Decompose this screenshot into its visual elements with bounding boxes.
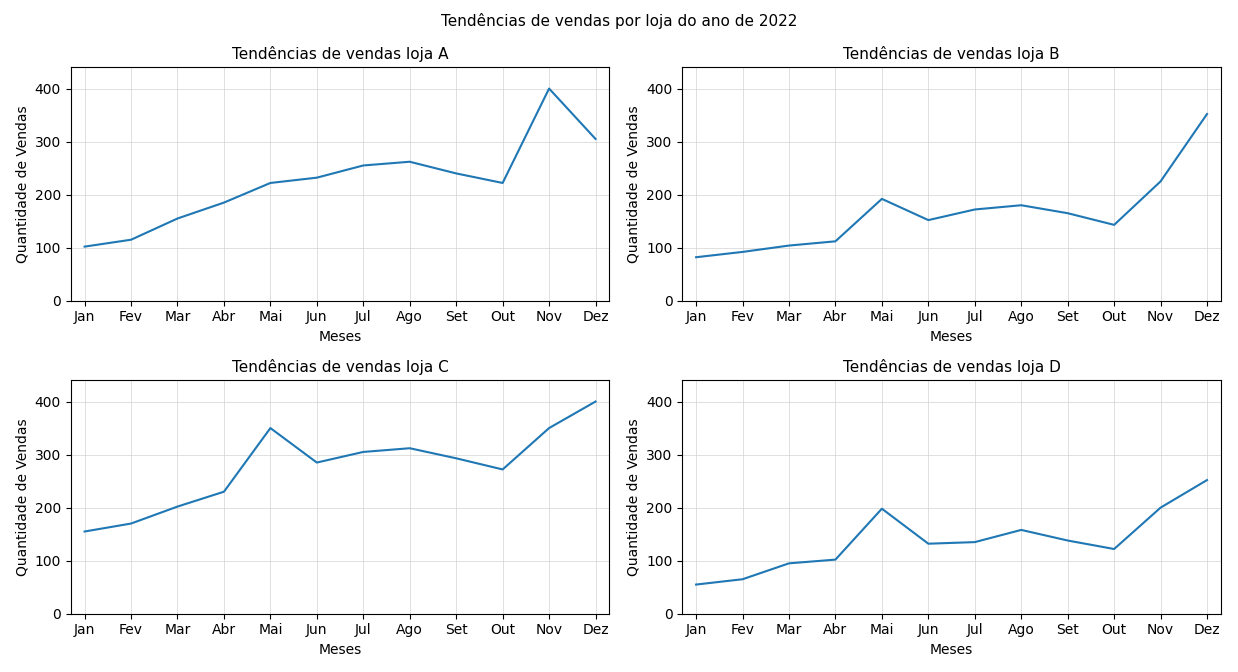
Title: Tendências de vendas loja C: Tendências de vendas loja C bbox=[232, 359, 448, 375]
Title: Tendências de vendas loja D: Tendências de vendas loja D bbox=[843, 359, 1061, 375]
Title: Tendências de vendas loja B: Tendências de vendas loja B bbox=[843, 46, 1060, 62]
Y-axis label: Quantidade de Vendas: Quantidade de Vendas bbox=[15, 106, 28, 263]
Text: Tendências de vendas por loja do ano de 2022: Tendências de vendas por loja do ano de … bbox=[441, 13, 797, 30]
X-axis label: Meses: Meses bbox=[318, 330, 361, 344]
Title: Tendências de vendas loja A: Tendências de vendas loja A bbox=[232, 46, 448, 62]
X-axis label: Meses: Meses bbox=[318, 643, 361, 657]
X-axis label: Meses: Meses bbox=[930, 643, 973, 657]
Y-axis label: Quantidade de Vendas: Quantidade de Vendas bbox=[626, 106, 640, 263]
Y-axis label: Quantidade de Vendas: Quantidade de Vendas bbox=[15, 418, 28, 576]
X-axis label: Meses: Meses bbox=[930, 330, 973, 344]
Y-axis label: Quantidade de Vendas: Quantidade de Vendas bbox=[626, 418, 640, 576]
